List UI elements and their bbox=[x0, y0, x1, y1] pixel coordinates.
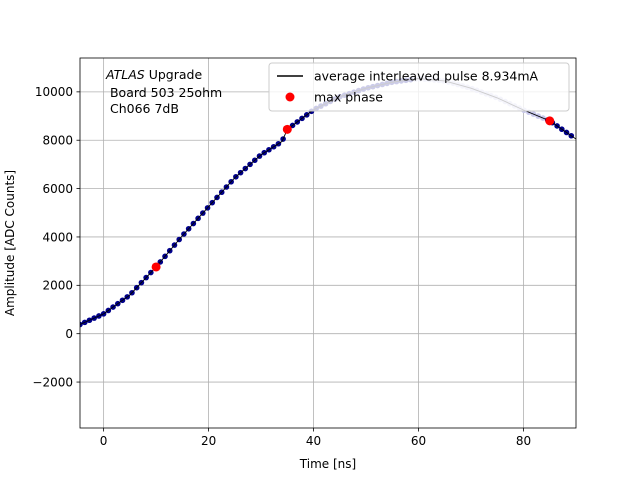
ticks: 0 20 40 60 80 −2000 0 2000 4000 6000 8000 10000 bbox=[32, 85, 531, 448]
svg-text:ATLAS Upgrade: ATLAS Upgrade bbox=[105, 67, 202, 82]
y-tick-label: 8000 bbox=[42, 134, 73, 148]
x-tick-label: 40 bbox=[306, 434, 321, 448]
y-axis-label: Amplitude [ADC Counts] bbox=[3, 170, 17, 316]
legend: average interleaved pulse 8.934mA max ph… bbox=[268, 62, 570, 112]
annotation-upgrade: Upgrade bbox=[145, 67, 203, 82]
grid bbox=[80, 58, 576, 428]
annotation-board: Board 503 25ohm bbox=[106, 85, 222, 100]
x-tick-label: 80 bbox=[516, 434, 531, 448]
x-tick-label: 60 bbox=[411, 434, 426, 448]
y-tick-label: 2000 bbox=[42, 279, 73, 293]
x-axis-label: Time [ns] bbox=[299, 457, 356, 471]
y-tick-label: −2000 bbox=[32, 375, 73, 389]
annotation: ATLAS Upgrade Board 503 25ohm Ch066 7dB bbox=[105, 67, 222, 116]
max-phase-point bbox=[151, 262, 161, 272]
plot-frame bbox=[79, 57, 577, 429]
x-tick-label: 20 bbox=[201, 434, 216, 448]
annotation-channel: Ch066 7dB bbox=[106, 101, 179, 116]
legend-label-max-phase: max phase bbox=[314, 90, 383, 105]
y-tick-label: 10000 bbox=[35, 85, 73, 99]
y-tick-label: 6000 bbox=[42, 182, 73, 196]
legend-box bbox=[268, 62, 570, 112]
legend-marker-swatch bbox=[285, 92, 295, 102]
annotation-atlas: ATLAS bbox=[105, 67, 145, 82]
legend-label-average-pulse: average interleaved pulse 8.934mA bbox=[314, 69, 539, 84]
max-phase-point bbox=[545, 116, 555, 126]
max-phase-point bbox=[282, 124, 292, 134]
x-tick-label: 0 bbox=[100, 434, 108, 448]
y-tick-label: 4000 bbox=[42, 230, 73, 244]
y-tick-label: 0 bbox=[65, 327, 73, 341]
